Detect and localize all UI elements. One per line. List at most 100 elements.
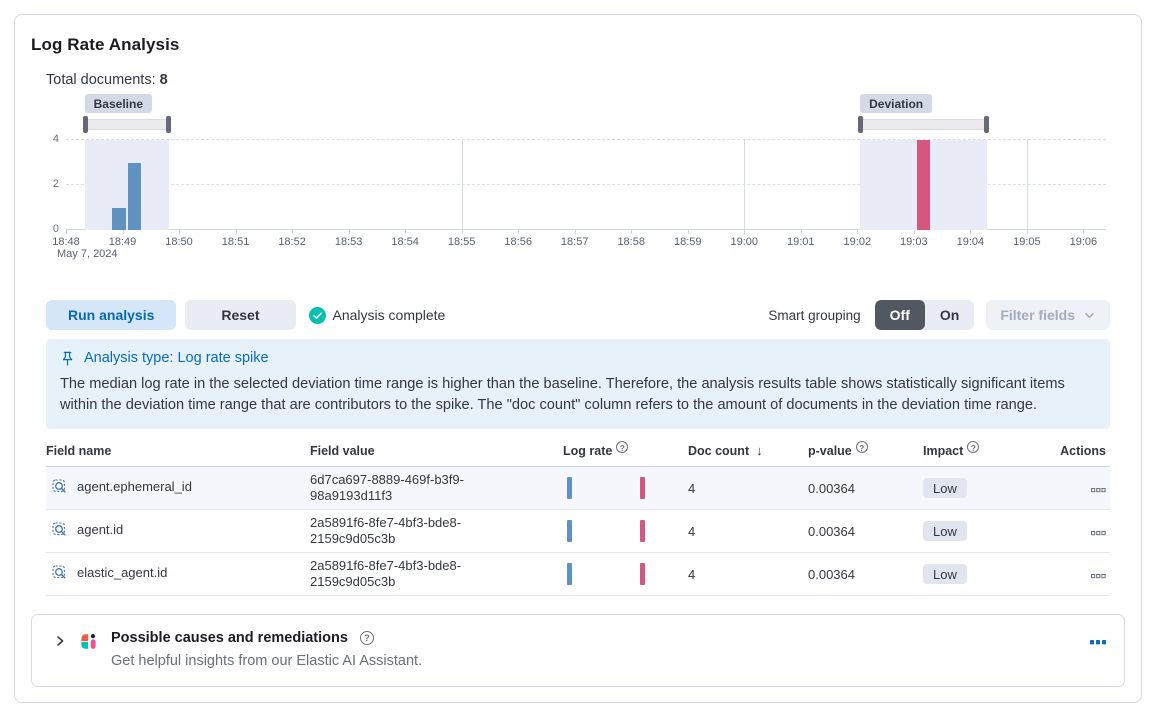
x-tick (744, 230, 746, 234)
x-tick (687, 230, 689, 234)
possible-causes-panel[interactable]: Possible causes and remediations ? Get h… (31, 614, 1125, 687)
chevron-down-icon (1083, 309, 1096, 322)
document-count-chart: 0 2 4 Baseline Deviation 18:48 May 7, 2024 18:4… (46, 94, 1110, 264)
analysis-content: Total documents: 8 0 2 4 Baseline Deviation 1… (46, 72, 1110, 596)
p-value-info-icon[interactable]: ? (855, 440, 868, 453)
chart-plot[interactable]: 0 2 4 Baseline Deviation 18:48 May 7, 2024 18:4… (52, 94, 1106, 260)
baseline-brush[interactable] (84, 119, 169, 130)
x-axis-label: 18:58 (617, 236, 645, 248)
table-row: agent.id 2a5891f6-8fe7-4bf3-bde8-2159c9d0… (46, 509, 1110, 553)
actions-menu-icon[interactable] (1091, 573, 1106, 579)
x-axis-label: 18:59 (673, 236, 702, 248)
log-rate-analysis-panel: Log Rate Analysis Total documents: 8 0 2 4… (14, 14, 1142, 703)
callout-body: The median log rate in the selected devi… (60, 376, 1065, 413)
help-icon[interactable]: ? (359, 631, 374, 645)
field-name: agent.id (77, 522, 124, 537)
y-axis-label: 2 (52, 178, 59, 190)
analysis-controls: Run analysis Reset Analysis complete Sma… (46, 300, 1110, 330)
baseline-brush-handle[interactable] (82, 116, 88, 133)
x-tick (518, 230, 520, 234)
doc-count-value: 4 (688, 552, 808, 596)
field-value: 2a5891f6-8fe7-4bf3-bde8-2159c9d05c3b (310, 515, 462, 546)
col-doc-count[interactable]: Doc count ↓ (688, 441, 808, 467)
deviation-brush[interactable] (860, 119, 988, 130)
deviation-brush-handle[interactable] (858, 116, 864, 133)
x-tick (1026, 230, 1028, 234)
possible-causes-title: Possible causes and remediations ? (111, 630, 1090, 646)
x-axis-label: 19:06 (1069, 236, 1098, 248)
x-axis-label: 18:55 (447, 236, 476, 248)
col-impact[interactable]: Impact? (923, 440, 1033, 467)
field-filter-icon[interactable] (52, 478, 68, 495)
p-value-value: 0.00364 (808, 509, 923, 553)
table-header-row: Field name Field value Log rate? Doc cou… (46, 440, 1110, 467)
smart-grouping-on-button[interactable]: On (925, 300, 974, 330)
x-tick (461, 230, 463, 234)
pin-icon (60, 351, 75, 366)
total-documents-value: 8 (159, 72, 168, 88)
actions-menu-icon[interactable] (1091, 530, 1106, 536)
col-log-rate[interactable]: Log rate? (563, 440, 688, 467)
x-tick (800, 230, 802, 234)
possible-causes-text: Possible causes and remediations ? Get h… (111, 630, 1090, 669)
total-documents-label: Total documents: (46, 72, 156, 88)
x-tick (348, 230, 350, 234)
table-row: elastic_agent.id 2a5891f6-8fe7-4bf3-bde8-… (46, 552, 1110, 596)
log-rate-info-icon[interactable]: ? (616, 440, 629, 453)
col-field-value[interactable]: Field value (310, 441, 563, 467)
x-major-gridline (461, 140, 463, 230)
deviation-brush-handle[interactable] (984, 116, 990, 133)
filter-fields-label: Filter fields (1000, 307, 1075, 323)
x-axis-label: 18:50 (165, 236, 193, 248)
x-tick (1083, 230, 1085, 234)
filter-fields-button[interactable]: Filter fields (986, 300, 1110, 330)
reset-button[interactable]: Reset (185, 300, 296, 330)
field-filter-icon[interactable] (52, 564, 68, 581)
field-filter-icon[interactable] (52, 521, 68, 538)
x-tick (970, 230, 972, 234)
impact-info-icon[interactable]: ? (967, 440, 980, 453)
smart-grouping-label: Smart grouping (768, 307, 861, 323)
actions-menu-icon[interactable] (1091, 487, 1106, 493)
impact-badge: Low (923, 521, 967, 541)
chevron-right-icon[interactable] (54, 634, 67, 648)
x-tick (179, 230, 181, 234)
p-value-value: 0.00364 (808, 552, 923, 596)
check-circle-icon (308, 306, 326, 324)
x-major-gridline (744, 140, 746, 230)
x-axis-label: 18:48 (52, 236, 80, 248)
sort-desc-icon[interactable]: ↓ (756, 443, 763, 458)
x-axis-label: 18:51 (221, 236, 250, 248)
p-value-value: 0.00364 (808, 466, 923, 510)
x-tick (66, 230, 67, 234)
x-axis-label: 19:04 (956, 236, 985, 248)
x-axis-label: 19:02 (843, 236, 872, 248)
col-p-value[interactable]: p-value? (808, 440, 923, 467)
x-tick (235, 230, 237, 234)
x-tick (292, 230, 294, 234)
panel-actions-icon[interactable] (1090, 640, 1106, 645)
elastic-ai-assistant-icon (79, 632, 98, 651)
smart-grouping-off-button[interactable]: Off (874, 300, 925, 330)
col-field-name[interactable]: Field name (46, 441, 310, 467)
doc-count-value: 4 (688, 509, 808, 553)
possible-causes-subtitle: Get helpful insights from our Elastic AI… (111, 653, 423, 669)
baseline-brush-handle[interactable] (165, 116, 171, 133)
y-gridline (66, 184, 1106, 185)
run-analysis-button[interactable]: Run analysis (46, 300, 177, 330)
y-axis-label: 4 (52, 133, 59, 145)
x-tick (405, 230, 407, 234)
x-axis-label: 19:01 (787, 236, 815, 248)
y-axis-label: 0 (52, 223, 59, 235)
x-axis-label: 18:54 (391, 236, 419, 248)
x-axis-label: 19:03 (900, 236, 928, 248)
chart-bar (112, 207, 126, 230)
x-tick (631, 230, 633, 234)
x-major-gridline (1026, 140, 1028, 230)
callout-title-text: Analysis type: Log rate spike (84, 350, 269, 366)
x-axis-date-label: May 7, 2024 (57, 248, 118, 260)
field-name: elastic_agent.id (77, 565, 168, 580)
col-actions: Actions (1033, 441, 1110, 467)
x-tick (857, 230, 859, 234)
field-value: 6d7ca697-8889-469f-b3f9-98a9193d11f3 (310, 472, 464, 503)
